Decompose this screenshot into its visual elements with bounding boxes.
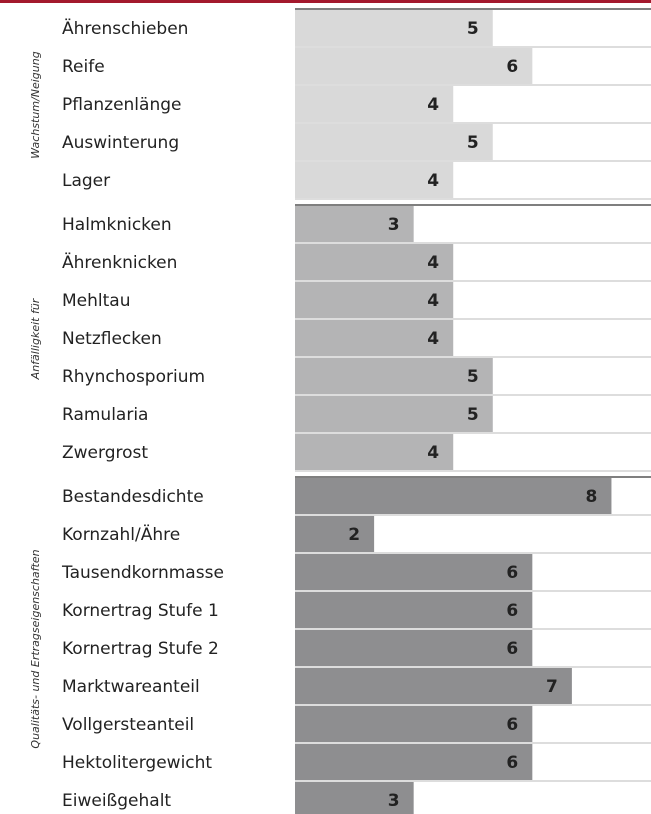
category-label: Auswinterung xyxy=(62,133,179,153)
value-label: 6 xyxy=(506,563,518,583)
category-label: Marktwareanteil xyxy=(62,677,200,697)
bar xyxy=(295,478,612,514)
category-label: Kornzahl/Ähre xyxy=(62,524,180,545)
category-label: Reife xyxy=(62,57,105,77)
value-label: 6 xyxy=(506,753,518,773)
bar xyxy=(295,162,454,198)
category-label: Ramularia xyxy=(62,405,148,425)
category-label: Kornertrag Stufe 2 xyxy=(62,639,219,659)
value-label: 3 xyxy=(388,791,400,811)
bar xyxy=(295,434,454,470)
value-label: 4 xyxy=(427,329,439,349)
bar xyxy=(295,516,375,552)
top-rule xyxy=(0,0,651,3)
bar xyxy=(295,48,533,84)
value-label: 4 xyxy=(427,171,439,191)
category-label: Ährenschieben xyxy=(62,18,188,39)
category-label: Eiweißgehalt xyxy=(62,791,171,811)
bar xyxy=(295,592,533,628)
value-label: 4 xyxy=(427,443,439,463)
value-label: 5 xyxy=(467,367,479,387)
group-label: Wachstum/Neigung xyxy=(29,51,42,158)
value-label: 7 xyxy=(546,677,558,697)
group-label: Qualitäts- und Ertragseigenschaften xyxy=(29,549,42,748)
value-label: 6 xyxy=(506,601,518,621)
bar xyxy=(295,10,493,46)
bar xyxy=(295,668,572,704)
value-label: 4 xyxy=(427,253,439,273)
bar xyxy=(295,706,533,742)
bar xyxy=(295,630,533,666)
bar xyxy=(295,320,454,356)
category-label: Vollgersteanteil xyxy=(62,715,194,735)
value-label: 5 xyxy=(467,405,479,425)
category-label: Ährenknicken xyxy=(62,252,177,273)
bar xyxy=(295,86,454,122)
category-label: Pflanzenlänge xyxy=(62,95,181,115)
bar xyxy=(295,124,493,160)
bar xyxy=(295,554,533,590)
group-label: Anfälligkeit für xyxy=(29,297,42,380)
bar xyxy=(295,358,493,394)
value-label: 5 xyxy=(467,19,479,39)
category-label: Tausendkornmasse xyxy=(61,563,224,583)
category-label: Hektolitergewicht xyxy=(62,753,212,773)
category-label: Netzflecken xyxy=(62,329,162,349)
value-label: 4 xyxy=(427,291,439,311)
value-label: 4 xyxy=(427,95,439,115)
value-label: 5 xyxy=(467,133,479,153)
category-label: Bestandesdichte xyxy=(62,487,204,507)
category-label: Lager xyxy=(62,171,110,191)
bar xyxy=(295,206,414,242)
bar xyxy=(295,396,493,432)
category-label: Rhynchosporium xyxy=(62,367,205,387)
category-label: Zwergrost xyxy=(62,443,148,463)
bar xyxy=(295,282,454,318)
value-label: 3 xyxy=(388,215,400,235)
value-label: 6 xyxy=(506,639,518,659)
value-label: 8 xyxy=(586,487,598,507)
category-label: Mehltau xyxy=(62,291,130,311)
category-label: Kornertrag Stufe 1 xyxy=(62,601,219,621)
value-label: 2 xyxy=(348,525,360,545)
bar xyxy=(295,744,533,780)
value-label: 6 xyxy=(506,57,518,77)
bar xyxy=(295,782,414,814)
category-label: Halmknicken xyxy=(62,215,172,235)
bar xyxy=(295,244,454,280)
value-label: 6 xyxy=(506,715,518,735)
